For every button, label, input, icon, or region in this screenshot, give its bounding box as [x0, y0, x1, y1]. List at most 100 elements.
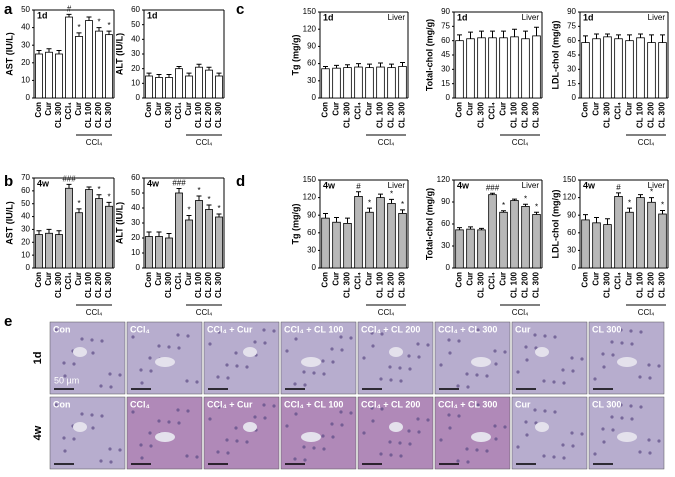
nucleus [225, 363, 229, 367]
bar [603, 36, 612, 99]
error-bar [627, 34, 632, 41]
x-tick-label: CCl₄ [174, 102, 183, 120]
y-tick-label: 0 [572, 263, 577, 272]
nucleus [100, 339, 104, 343]
nucleus [91, 426, 95, 430]
nucleus [263, 416, 267, 420]
time-label: 1d [37, 10, 48, 20]
nucleus [629, 404, 633, 408]
nucleus [485, 449, 489, 453]
nucleus [90, 413, 94, 417]
x-tick-label: CCl₄ [488, 272, 497, 290]
x-tick-label: CL 200 [521, 101, 530, 128]
y-tick-label: 120 [437, 175, 451, 184]
nucleus [371, 419, 375, 423]
y-axis-title: AST (IU/L) [4, 201, 14, 245]
error-bar [523, 30, 528, 39]
nucleus [340, 423, 344, 427]
bar [195, 66, 203, 99]
nucleus [330, 422, 334, 426]
nucleus [602, 365, 606, 369]
y-tick-label: 0 [136, 263, 141, 272]
x-tick-label: CL 100 [194, 271, 203, 298]
nucleus [485, 374, 489, 378]
error-bar [156, 74, 162, 78]
nucleus [620, 416, 624, 420]
tissue-image [203, 321, 280, 395]
error-bar [356, 63, 361, 68]
bar [354, 66, 363, 99]
panel-label: e [4, 313, 12, 330]
nucleus [593, 452, 597, 456]
x-tick-label: CL 300 [477, 271, 486, 298]
nucleus [185, 454, 189, 458]
error-bar [216, 72, 222, 76]
bar [488, 37, 497, 99]
x-tick-label: Con [321, 272, 330, 288]
x-tick-label: CCl₄ [488, 102, 497, 120]
nucleus [330, 347, 334, 351]
nucleus [272, 404, 276, 408]
bar [65, 16, 73, 99]
scale-label: 50 µm [54, 375, 79, 385]
y-tick-label: 10 [21, 250, 30, 259]
bar [625, 40, 634, 99]
y-tick-label: 15 [441, 79, 450, 88]
y-tick-label: 40 [131, 203, 140, 212]
nucleus [647, 438, 651, 442]
time-label: 1d [147, 10, 158, 20]
error-bar [86, 16, 92, 21]
nucleus [426, 418, 430, 422]
bar [195, 200, 203, 269]
nucleus [638, 450, 642, 454]
nucleus [62, 361, 66, 365]
error-bar [457, 34, 462, 41]
significance-marker: * [502, 201, 505, 210]
vessel [535, 422, 549, 432]
error-bar [106, 201, 112, 207]
nucleus [177, 346, 181, 350]
nucleus [235, 439, 239, 443]
nucleus [217, 330, 221, 334]
x-tick-label: Cur [332, 272, 341, 286]
nucleus [408, 367, 412, 371]
error-bar [323, 212, 328, 219]
error-bar [367, 63, 372, 68]
x-tick-label: CCl₄ [354, 102, 363, 120]
x-tick-label: Cur [466, 272, 475, 286]
error-bar [166, 74, 172, 78]
error-bar [490, 30, 495, 38]
x-tick-label: CL 200 [94, 101, 103, 128]
x-tick-label: CL 100 [636, 271, 645, 298]
nucleus [177, 421, 181, 425]
y-tick-label: 60 [131, 5, 140, 14]
x-tick-label: Cur [365, 102, 374, 116]
nucleus [552, 455, 556, 459]
vessel [471, 432, 491, 442]
y-tick-label: 10 [131, 78, 140, 87]
nucleus [398, 441, 402, 445]
x-tick-label: Cur [625, 102, 634, 116]
error-bar [389, 63, 394, 68]
nucleus [167, 345, 171, 349]
error-bar [660, 34, 665, 43]
nucleus [62, 436, 66, 440]
error-bar [36, 230, 42, 235]
panel-label: a [4, 1, 13, 18]
nucleus [620, 341, 624, 345]
nucleus [561, 443, 565, 447]
nucleus [362, 431, 366, 435]
image-label: CCl₄ + CL 200 [361, 399, 420, 409]
x-tick-label: Cur [154, 272, 163, 286]
nucleus [370, 331, 374, 335]
bar [185, 219, 193, 269]
x-tick-label: Cur [44, 102, 53, 116]
y-axis-title: LDL-chol (mg/g) [550, 21, 560, 90]
significance-marker: * [97, 18, 100, 27]
bar [636, 197, 645, 269]
error-bar [490, 192, 495, 195]
bar [532, 35, 541, 99]
significance-marker: ### [486, 183, 500, 192]
x-tick-label: Cur [44, 272, 53, 286]
